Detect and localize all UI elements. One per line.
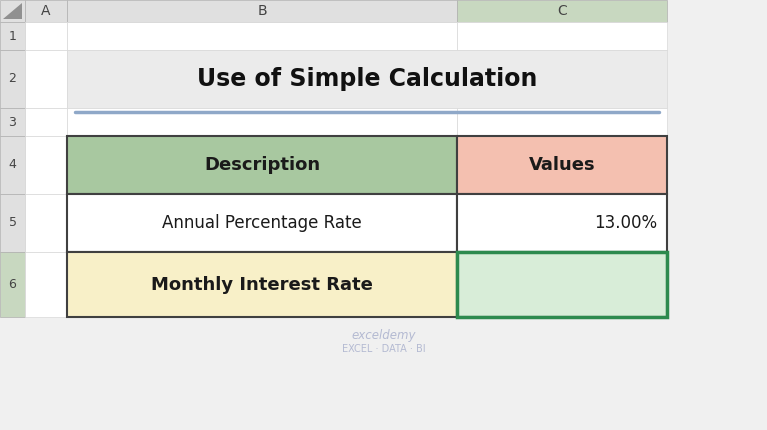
Bar — [25, 50, 67, 108]
Bar — [0, 194, 25, 252]
Bar — [67, 0, 457, 22]
Bar — [25, 136, 67, 194]
Bar — [0, 108, 25, 136]
Text: EXCEL · DATA · BI: EXCEL · DATA · BI — [341, 344, 426, 354]
Text: Values: Values — [528, 156, 595, 174]
Bar — [457, 194, 667, 252]
Text: 3: 3 — [8, 116, 16, 129]
Bar — [0, 252, 25, 317]
Text: B: B — [257, 4, 267, 18]
Bar — [0, 50, 25, 108]
Bar — [457, 252, 667, 317]
Bar — [457, 22, 667, 50]
Bar — [67, 194, 457, 252]
Text: 6: 6 — [8, 278, 16, 291]
Bar — [457, 252, 667, 317]
Bar — [457, 108, 667, 136]
Text: 13.00%: 13.00% — [594, 214, 657, 232]
Bar — [0, 22, 25, 50]
Text: 2: 2 — [8, 73, 16, 86]
Bar — [25, 252, 67, 317]
Text: exceldemy: exceldemy — [351, 329, 416, 341]
Polygon shape — [3, 3, 22, 19]
Bar — [0, 0, 25, 22]
Bar — [67, 108, 457, 136]
Bar — [25, 108, 67, 136]
Bar — [67, 252, 457, 317]
Text: Description: Description — [204, 156, 320, 174]
Text: Use of Simple Calculation: Use of Simple Calculation — [197, 67, 537, 91]
Bar — [25, 22, 667, 317]
Text: 4: 4 — [8, 159, 16, 172]
Bar — [67, 50, 667, 108]
Bar — [0, 136, 25, 194]
Bar — [67, 22, 457, 50]
Text: 1: 1 — [8, 30, 16, 43]
Text: A: A — [41, 4, 51, 18]
Bar — [25, 22, 67, 50]
Bar — [457, 136, 667, 194]
Bar — [457, 0, 667, 22]
Bar — [67, 136, 457, 194]
Text: 5: 5 — [8, 216, 17, 230]
Text: Annual Percentage Rate: Annual Percentage Rate — [162, 214, 362, 232]
Bar — [25, 0, 67, 22]
Bar — [25, 194, 67, 252]
Text: C: C — [557, 4, 567, 18]
Text: Monthly Interest Rate: Monthly Interest Rate — [151, 276, 373, 294]
